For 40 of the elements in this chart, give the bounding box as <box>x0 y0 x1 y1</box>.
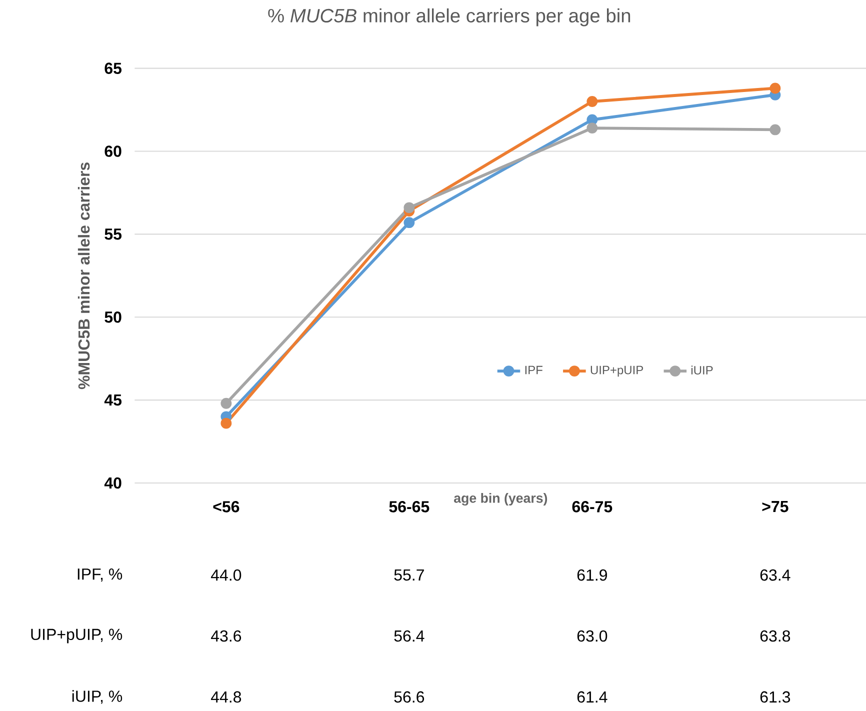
y-tick-label: 55 <box>104 228 122 240</box>
point <box>220 418 232 429</box>
x-tick-label: 66-75 <box>572 501 612 512</box>
point <box>586 96 598 107</box>
y-tick-label: 40 <box>104 477 122 489</box>
y-tick-label: 65 <box>104 62 122 74</box>
data-label: 63.8 <box>760 630 790 642</box>
legend-label: iUIP <box>691 366 713 375</box>
text: iUIP, % <box>72 690 122 704</box>
data-label: 63.4 <box>760 569 790 581</box>
point <box>586 114 598 126</box>
y-axis-title: %MUC5B minor allele carriers <box>78 162 90 390</box>
data-label: 55.7 <box>394 569 424 581</box>
legend-label: IPF <box>525 366 542 374</box>
data-label: 63.0 <box>577 630 608 642</box>
data-label: 44.8 <box>210 691 242 703</box>
x-tick-label: >75 <box>762 501 788 512</box>
data-label: 56.6 <box>394 691 424 703</box>
x-tick-label: 56-65 <box>389 501 430 512</box>
point <box>586 122 598 134</box>
point <box>404 217 415 228</box>
text: UIP+pUIP, % <box>31 628 122 644</box>
legend-label: UIP+pUIP <box>590 366 644 377</box>
point <box>770 124 781 136</box>
y-tick-label: 60 <box>104 146 122 157</box>
point <box>404 202 415 214</box>
data-label: 43.6 <box>210 630 242 642</box>
x-axis-title: age bin (years) <box>454 493 548 506</box>
x-tick-label: <56 <box>213 501 240 512</box>
data-label: 56.4 <box>394 630 424 642</box>
text: IPF, % <box>78 568 122 582</box>
y-tick-label: 45 <box>104 394 122 406</box>
data-label: 44.0 <box>210 569 242 581</box>
y-tick-label: 50 <box>104 311 122 323</box>
data-label: 61.4 <box>577 691 608 703</box>
data-label: 61.3 <box>760 691 790 703</box>
point <box>770 82 781 94</box>
data-label: 61.9 <box>577 569 607 581</box>
chart-title: % MUC5B minor allele carriers per age bin <box>268 8 630 26</box>
point <box>220 398 232 409</box>
